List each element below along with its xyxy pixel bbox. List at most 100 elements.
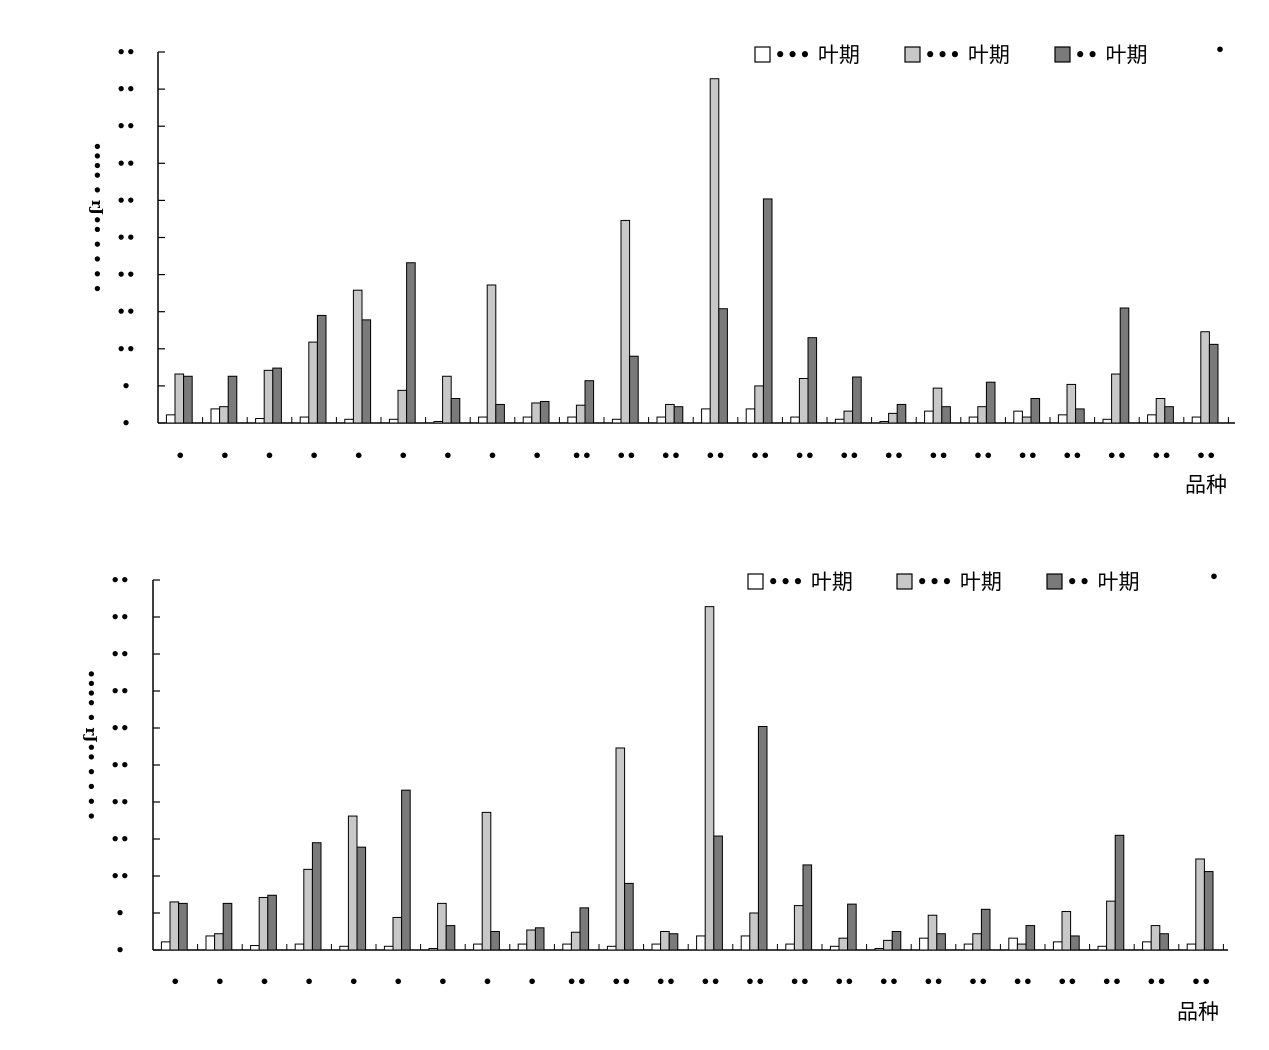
x-tick-label: •: [398, 446, 408, 465]
bar-series-1: [250, 945, 260, 951]
bar-series-1: [790, 416, 800, 424]
bar-series-2: [1111, 373, 1121, 424]
bar-series-2: [486, 284, 497, 424]
y-axis-label: •••• • rJ•• • • • •: [88, 142, 106, 294]
bar-series-1: [1186, 943, 1197, 951]
bar-series-1: [1142, 941, 1152, 951]
legend-swatch-1: [747, 573, 764, 590]
bar-series-2: [660, 931, 670, 951]
y-tick-label: ••: [110, 719, 129, 737]
bar-series-3: [401, 789, 411, 951]
x-tick-label: ••: [973, 446, 993, 465]
bar-series-1: [383, 945, 394, 951]
bar-series-3: [1025, 925, 1036, 951]
x-tick-label: •: [532, 446, 542, 465]
corner-mark: •: [1209, 567, 1219, 586]
bar-series-3: [1119, 307, 1130, 424]
bar-series-2: [263, 369, 274, 424]
bar-series-2: [575, 404, 586, 424]
x-tick-label: ••: [1012, 972, 1032, 991]
x-tick-label: ••: [1062, 446, 1082, 465]
x-tick-label: •: [393, 972, 403, 991]
bar-series-1: [1191, 416, 1202, 424]
bar-series-3: [539, 400, 550, 424]
legend-swatch-3: [1054, 46, 1071, 63]
bar-series-1: [205, 935, 216, 951]
bar-series-2: [214, 933, 224, 951]
bar-series-1: [1097, 945, 1108, 951]
y-tick-label: ••: [110, 756, 129, 774]
bar-series-3: [356, 846, 367, 951]
bar-series-1: [834, 418, 845, 424]
y-tick-label: ••: [110, 682, 129, 700]
bar-series-3: [718, 308, 728, 424]
y-tick-label: •: [121, 377, 131, 395]
bar-series-1: [611, 418, 622, 424]
bar-series-3: [311, 842, 322, 951]
bar-series-1: [567, 416, 577, 424]
bar-series-1: [651, 943, 662, 951]
bar-series-2: [1106, 900, 1116, 951]
x-tick-label: •: [215, 972, 225, 991]
x-tick-label: •: [170, 972, 180, 991]
y-tick-label: ••: [116, 191, 135, 209]
y-tick-label: ••: [116, 229, 135, 247]
x-tick-label: •: [220, 446, 230, 465]
bar-series-1: [874, 948, 885, 951]
bar-series-2: [972, 933, 982, 951]
legend-swatch-3: [1046, 573, 1063, 590]
y-tick-label: •: [115, 904, 125, 922]
x-tick-label: ••: [884, 446, 904, 465]
bar-series-1: [255, 418, 265, 424]
bar-series-2: [174, 373, 185, 424]
bar-series-3: [1070, 935, 1080, 951]
legend-label-3: •• 叶期: [1074, 43, 1147, 67]
x-axis-label: 品种: [1177, 1000, 1219, 1024]
bar-series-2: [709, 78, 720, 424]
bar-series-1: [294, 943, 305, 951]
x-tick-label: •: [264, 446, 274, 465]
bar-series-2: [665, 403, 675, 424]
x-tick-label: ••: [656, 972, 676, 991]
x-tick-label: ••: [1146, 972, 1166, 991]
legend-label-2: ••• 叶期: [916, 570, 1002, 594]
bar-series-3: [267, 894, 277, 951]
bar-series-2: [888, 412, 898, 424]
bar-series-3: [980, 908, 991, 951]
x-tick-label: ••: [1057, 972, 1077, 991]
y-tick-label: ••: [116, 80, 135, 98]
bar-series-1: [740, 935, 751, 951]
y-tick-label: ••: [116, 43, 135, 61]
bar-series-3: [1114, 834, 1125, 951]
y-tick-label: ••: [116, 340, 135, 358]
bar-series-1: [433, 421, 444, 424]
bar-series-2: [798, 377, 809, 424]
x-tick-label: ••: [750, 446, 770, 465]
bar-series-3: [579, 907, 590, 951]
bar-series-2: [977, 406, 987, 424]
legend-label-3: •• 叶期: [1066, 570, 1139, 594]
y-tick-label: ••: [110, 645, 129, 663]
x-tick-label: •: [354, 446, 364, 465]
x-tick-label: ••: [745, 972, 765, 991]
y-tick-label: ••: [110, 867, 129, 885]
bar-series-2: [793, 905, 804, 951]
bar-series-3: [624, 882, 634, 951]
bar-series-2: [531, 402, 541, 424]
bar-series-1: [1008, 937, 1018, 951]
legend-label-2: ••• 叶期: [924, 43, 1010, 67]
bar-series-2: [615, 747, 626, 951]
bar-series-1: [210, 408, 221, 424]
bar-series-3: [534, 927, 545, 951]
bar-series-3: [757, 726, 768, 951]
bar-series-1: [919, 937, 929, 951]
bar-series-1: [165, 414, 176, 424]
bar-series-3: [847, 903, 857, 951]
bar-series-1: [1147, 414, 1157, 424]
bar-series-2: [1066, 383, 1077, 424]
legend-swatch-2: [896, 573, 913, 590]
x-tick-label: ••: [839, 446, 859, 465]
bar-series-3: [1203, 871, 1214, 951]
x-tick-label: ••: [1191, 972, 1211, 991]
